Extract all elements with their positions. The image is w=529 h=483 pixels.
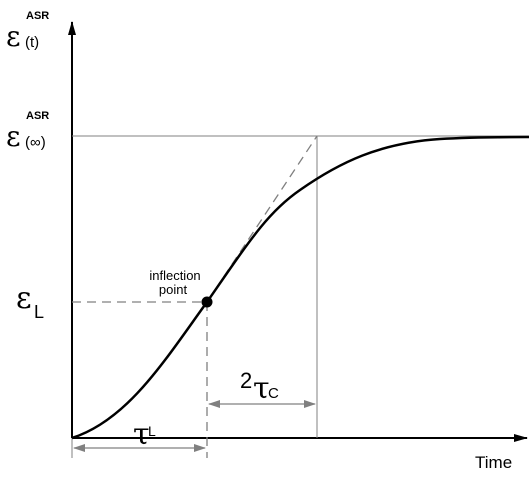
expansion-curve [71,135,529,440]
asymptote-label-symbol: ε [6,120,21,153]
asymptote-label: ASR ε (∞) [6,110,49,153]
x-axis-label: Time [475,453,512,472]
y-axis-label-argument: (t) [25,34,39,51]
characteristic-time-label-subscript: C [268,385,279,402]
inflection-point-label-line1: inflection [149,268,200,283]
characteristic-time-label-prefix: 2 [240,368,252,393]
latency-time-label-symbol: τ [133,417,150,452]
inflection-point-label: inflection point [149,268,200,297]
latency-strain-label-symbol: ε [16,281,32,316]
latency-time-label: τ L [133,417,156,452]
y-axis-label-symbol: ε [6,20,21,53]
y-axis-label: ASR ε (t) [6,10,49,53]
latency-strain-label-subscript: L [34,302,44,322]
y-axis-label-superscript: ASR [26,10,49,22]
inflection-point-label-line2: point [159,282,188,297]
characteristic-time-label: 2 τ C [240,368,279,406]
asymptote-label-superscript: ASR [26,110,49,122]
inflection-point-marker [201,296,213,308]
latency-time-label-superscript: L [148,423,156,439]
latency-strain-label: ε L [16,281,44,322]
characteristic-time-label-symbol: τ [253,371,270,406]
asymptote-label-argument: (∞) [25,134,46,151]
